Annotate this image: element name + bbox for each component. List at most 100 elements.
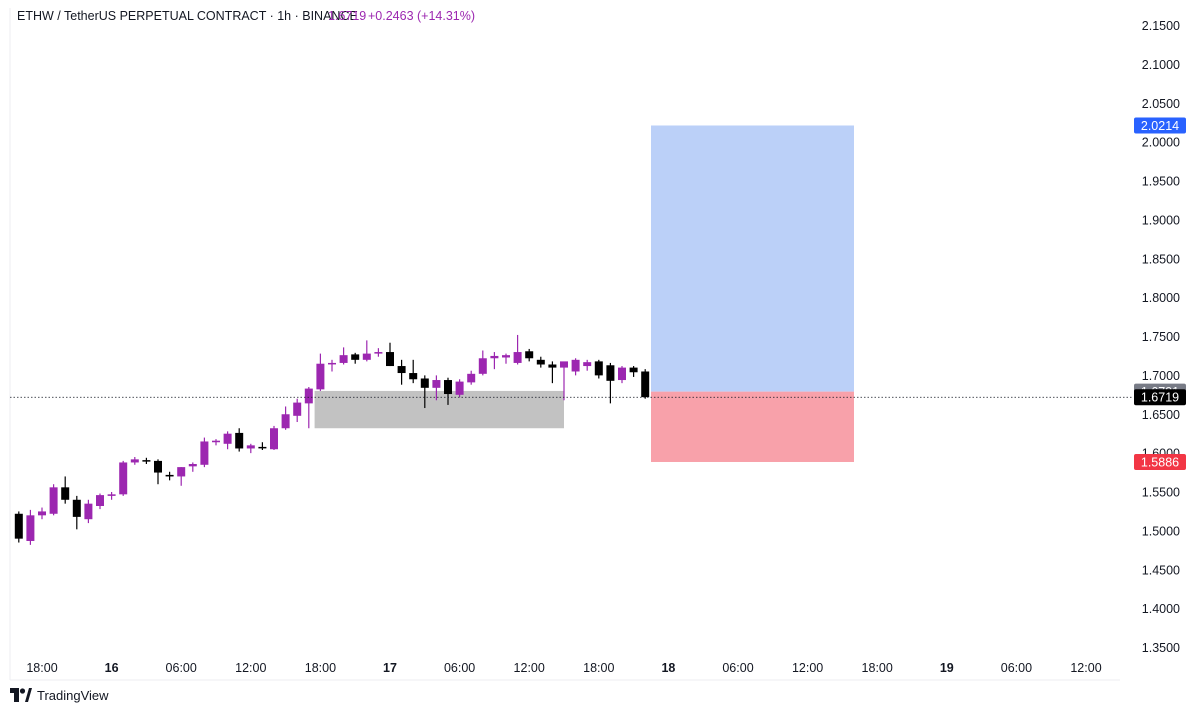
candle[interactable] (548, 361, 557, 384)
candle[interactable] (130, 457, 139, 465)
range-box[interactable] (314, 390, 564, 429)
candle[interactable] (641, 369, 650, 399)
candle-body (188, 464, 197, 467)
candle[interactable] (397, 359, 406, 385)
candle-body (223, 433, 232, 444)
candle[interactable] (455, 379, 464, 398)
candle[interactable] (536, 356, 545, 368)
candle-body (235, 432, 244, 449)
candle-body (304, 388, 313, 404)
candle[interactable] (14, 511, 23, 543)
candle-body (594, 361, 603, 376)
candle[interactable] (142, 457, 151, 465)
candle[interactable] (420, 375, 429, 409)
position-tool[interactable] (651, 125, 854, 462)
candle[interactable] (316, 353, 325, 391)
candle[interactable] (594, 359, 603, 379)
price-tick-label: 2.1500 (1142, 19, 1180, 33)
candle[interactable] (339, 347, 348, 365)
price-badge-bg (1134, 117, 1186, 134)
candle[interactable] (362, 340, 371, 362)
candle[interactable] (270, 425, 278, 451)
price-badge-last: 1.6719 (1134, 389, 1186, 406)
candle[interactable] (246, 443, 255, 454)
time-tick-label: 19 (940, 661, 954, 675)
candle[interactable] (478, 350, 487, 376)
price-badge-target: 2.0214 (1134, 117, 1186, 134)
last-price-header: 1.6719 (328, 9, 366, 23)
candle[interactable] (72, 495, 81, 530)
candle[interactable] (629, 366, 638, 377)
candle[interactable] (606, 362, 615, 404)
candle[interactable] (571, 358, 580, 376)
candle[interactable] (560, 361, 568, 401)
candle[interactable] (235, 428, 244, 452)
candle-body (513, 352, 522, 363)
candle-body (177, 467, 186, 477)
time-tick-label: 12:00 (792, 661, 823, 675)
tradingview-brand[interactable]: TradingView (10, 686, 109, 704)
candle-body (293, 402, 302, 416)
candle[interactable] (502, 353, 510, 364)
target-zone[interactable] (651, 125, 854, 392)
candle-body (281, 414, 290, 429)
candle[interactable] (84, 499, 93, 524)
candle[interactable] (212, 439, 220, 446)
candle-body (397, 366, 406, 374)
candle[interactable] (351, 352, 360, 364)
candle[interactable] (223, 431, 232, 450)
time-tick-label: 18:00 (305, 661, 336, 675)
candle[interactable] (374, 348, 383, 357)
symbol-title[interactable]: ETHW / TetherUS PERPETUAL CONTRACT · 1h … (17, 9, 358, 23)
candle[interactable] (119, 460, 128, 496)
price-badge-text: 2.0214 (1141, 119, 1179, 133)
candle[interactable] (386, 342, 394, 367)
candle-body (502, 355, 510, 358)
time-tick-label: 18:00 (862, 661, 893, 675)
stop-zone[interactable] (651, 391, 854, 462)
candle-body (142, 460, 151, 462)
time-axis[interactable]: 18:00 16 06:00 12:00 18:00 17 06:00 12:00 18:00 1… (26, 661, 1101, 675)
candle[interactable] (525, 348, 534, 362)
candle-body (26, 515, 35, 541)
candle[interactable] (188, 462, 197, 472)
price-tick-label: 1.7500 (1142, 330, 1180, 344)
candle[interactable] (61, 476, 70, 504)
candle[interactable] (328, 359, 336, 372)
candle-body (420, 378, 429, 388)
candle[interactable] (26, 509, 35, 545)
candle[interactable] (513, 334, 522, 365)
candle-body (478, 358, 487, 374)
candle[interactable] (165, 471, 174, 481)
price-badge-bg (1134, 453, 1186, 470)
candle[interactable] (304, 387, 313, 429)
candle[interactable] (467, 370, 476, 385)
candle-body (362, 353, 371, 360)
price-badge-bg (1134, 389, 1186, 406)
candle[interactable] (49, 484, 58, 516)
candle[interactable] (177, 467, 186, 486)
price-axis[interactable]: 2.1500 2.1000 2.0500 2.0000 1.9500 1.9000 1.85… (1142, 19, 1180, 655)
candle[interactable] (281, 406, 290, 430)
candles[interactable] (14, 334, 650, 545)
candle[interactable] (618, 366, 626, 384)
candle-body (38, 511, 46, 516)
time-tick-label: 16 (105, 661, 119, 675)
candle[interactable] (38, 507, 46, 520)
candle[interactable] (96, 493, 104, 510)
candle[interactable] (293, 398, 302, 423)
candle[interactable] (107, 492, 116, 500)
candle-body (641, 371, 650, 398)
candle[interactable] (432, 375, 441, 401)
candle[interactable] (583, 359, 592, 371)
candle[interactable] (409, 359, 418, 384)
candle[interactable] (444, 377, 452, 405)
candle[interactable] (154, 459, 162, 485)
candle[interactable] (258, 442, 267, 451)
consolidation-box[interactable] (314, 390, 564, 429)
candle[interactable] (200, 437, 209, 468)
candle[interactable] (490, 352, 499, 370)
candle-body (536, 359, 545, 365)
